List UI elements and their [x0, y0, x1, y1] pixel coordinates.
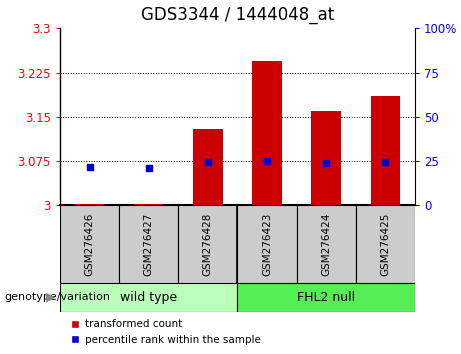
Bar — [296, 205, 356, 283]
Bar — [371, 96, 400, 205]
Bar — [178, 205, 237, 283]
Text: ▶: ▶ — [46, 291, 55, 304]
Text: genotype/variation: genotype/variation — [5, 292, 111, 302]
Bar — [237, 205, 296, 283]
Text: GSM276428: GSM276428 — [203, 212, 213, 276]
Bar — [134, 204, 164, 205]
Text: GSM276424: GSM276424 — [321, 212, 331, 276]
Text: FHL2 null: FHL2 null — [297, 291, 355, 304]
Bar — [60, 283, 237, 312]
Bar — [311, 111, 341, 205]
Point — [382, 159, 389, 165]
Text: GSM276423: GSM276423 — [262, 212, 272, 276]
Point — [145, 165, 152, 171]
Text: GSM276427: GSM276427 — [144, 212, 154, 276]
Bar — [356, 205, 415, 283]
Point — [322, 161, 330, 166]
Bar — [75, 204, 104, 205]
Title: GDS3344 / 1444048_at: GDS3344 / 1444048_at — [141, 6, 334, 24]
Point — [86, 164, 93, 170]
Legend: transformed count, percentile rank within the sample: transformed count, percentile rank withi… — [65, 315, 265, 349]
Bar — [193, 129, 223, 205]
Bar — [119, 205, 178, 283]
Point — [263, 158, 271, 164]
Text: wild type: wild type — [120, 291, 177, 304]
Point — [204, 159, 212, 165]
Bar — [60, 205, 119, 283]
Text: GSM276426: GSM276426 — [84, 212, 95, 276]
Text: GSM276425: GSM276425 — [380, 212, 390, 276]
Bar — [252, 61, 282, 205]
Bar — [237, 283, 415, 312]
